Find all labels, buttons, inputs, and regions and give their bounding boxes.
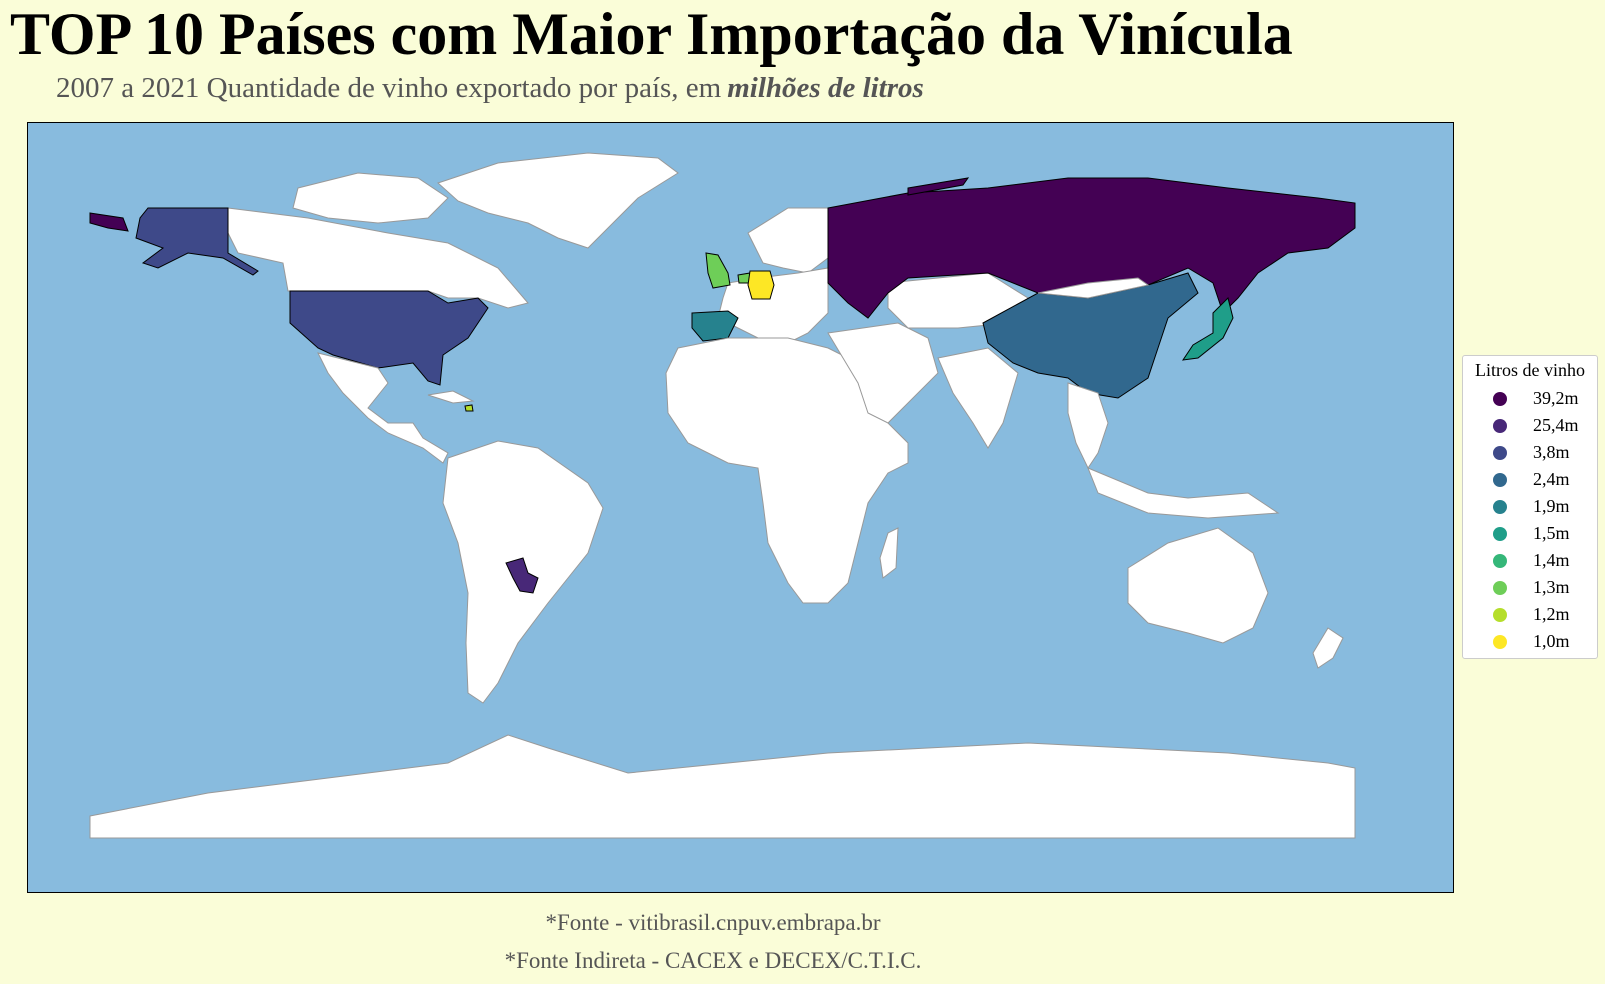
- legend-title: Litros de vinho: [1475, 360, 1585, 380]
- legend-swatch: [1493, 419, 1507, 433]
- new-zealand: [1312, 627, 1344, 669]
- paraguay: [505, 557, 539, 594]
- source-note: *Fonte - vitibrasil.cnpuv.embrapa.br: [545, 910, 881, 935]
- legend-item: 1,9m: [1463, 494, 1597, 520]
- indonesia: [1087, 467, 1280, 519]
- legend-item: 3,8m: [1463, 440, 1597, 466]
- usa: [289, 290, 489, 386]
- australia: [1127, 527, 1269, 644]
- subtitle: 2007 a 2021 Quantidade de vinho exportad…: [56, 72, 924, 105]
- legend-swatch: [1493, 473, 1507, 487]
- world-map: [27, 122, 1454, 893]
- legend-item: 1,0m: [1463, 629, 1597, 655]
- scandinavia: [747, 207, 829, 274]
- antarctica: [89, 734, 1356, 839]
- legend-item: 2,4m: [1463, 467, 1597, 493]
- subtitle-text: 2007 a 2021 Quantidade de vinho exportad…: [56, 72, 722, 104]
- cuba: [427, 390, 475, 404]
- legend-item: 1,5m: [1463, 521, 1597, 547]
- legend-label: 3,8m: [1533, 442, 1570, 462]
- mexico: [317, 352, 449, 464]
- central-asia: [887, 272, 1029, 329]
- india: [937, 347, 1019, 449]
- legend-item: 1,2m: [1463, 602, 1597, 628]
- legend-label: 1,2m: [1533, 604, 1570, 624]
- legend-swatch: [1493, 608, 1507, 622]
- europe: [717, 267, 829, 344]
- uk: [705, 252, 731, 289]
- legend-swatch: [1493, 392, 1507, 406]
- legend-swatch: [1493, 581, 1507, 595]
- madagascar: [879, 527, 899, 579]
- legend-item: 25,4m: [1463, 413, 1597, 439]
- russia-arctic-islands: [907, 177, 970, 196]
- japan: [1181, 297, 1234, 361]
- legend-item: 1,4m: [1463, 548, 1597, 574]
- legend-label: 25,4m: [1533, 415, 1579, 435]
- world-map-svg: [89, 152, 1356, 839]
- russia-west-tip: [89, 212, 129, 232]
- legend-swatch: [1493, 500, 1507, 514]
- legend-item: 39,2m: [1463, 386, 1597, 412]
- legend-label: 1,4m: [1533, 550, 1570, 570]
- legend-label: 1,3m: [1533, 577, 1570, 597]
- page-title: TOP 10 Países com Maior Importação da Vi…: [10, 1, 1293, 67]
- legend-swatch: [1493, 446, 1507, 460]
- legend: Litros de vinho 39,2m 25,4m 3,8m 2,4m 1,…: [1462, 355, 1598, 659]
- southeast-asia: [1067, 382, 1109, 470]
- legend-item: 1,3m: [1463, 575, 1597, 601]
- greenland: [437, 152, 679, 249]
- legend-label: 2,4m: [1533, 469, 1570, 489]
- legend-label: 39,2m: [1533, 388, 1579, 408]
- haiti: [464, 404, 474, 412]
- legend-swatch: [1493, 635, 1507, 649]
- legend-swatch: [1493, 554, 1507, 568]
- russia: [827, 177, 1356, 319]
- subtitle-emphasis: milhões de litros: [727, 72, 924, 104]
- legend-swatch: [1493, 527, 1507, 541]
- mongolia: [1037, 277, 1150, 299]
- middle-east: [827, 322, 939, 424]
- legend-label: 1,0m: [1533, 631, 1570, 651]
- germany: [747, 270, 775, 300]
- legend-label: 1,9m: [1533, 496, 1570, 516]
- alaska: [135, 207, 259, 276]
- legend-label: 1,5m: [1533, 523, 1570, 543]
- indirect-source-note: *Fonte Indireta - CACEX e DECEX/C.T.I.C.: [504, 948, 922, 973]
- arctic-islands: [292, 172, 449, 224]
- spain: [691, 310, 739, 342]
